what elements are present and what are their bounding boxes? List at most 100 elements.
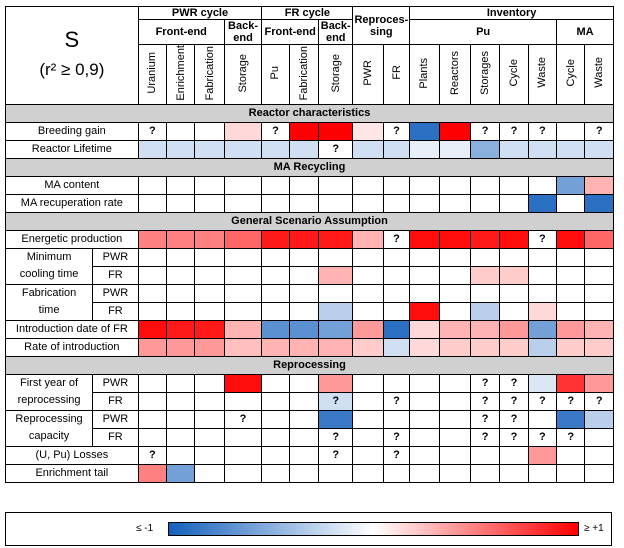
sensitivity-cell xyxy=(469,301,501,321)
subgroup-fr-back-end: Back-end xyxy=(317,19,354,45)
sensitivity-cell xyxy=(527,247,558,267)
sensitivity-cell xyxy=(499,229,529,249)
sensitivity-cell xyxy=(556,247,586,267)
table-title: S xyxy=(64,27,80,53)
sensitivity-cell xyxy=(409,391,440,411)
sensitivity-cell xyxy=(382,463,411,483)
sensitivity-cell: ? xyxy=(137,121,168,141)
sensitivity-cell xyxy=(469,193,501,213)
sensitivity-cell xyxy=(194,463,225,483)
sensitivity-cell xyxy=(409,445,440,465)
sensitivity-cell: ? xyxy=(584,391,614,411)
sensitivity-cell xyxy=(223,121,263,141)
sensitivity-cell xyxy=(469,175,501,195)
sensitivity-cell xyxy=(527,283,558,303)
sensitivity-cell xyxy=(584,301,614,321)
sensitivity-cell xyxy=(499,247,529,267)
sensitivity-cell xyxy=(166,391,196,411)
column-header: Cycle xyxy=(499,44,529,105)
subgroup-front-end: Front-end xyxy=(137,19,225,45)
column-header: Reactors xyxy=(438,44,471,105)
sensitivity-cell: ? xyxy=(382,229,411,249)
sensitivity-cell: ? xyxy=(469,391,501,411)
sensitivity-cell xyxy=(556,463,586,483)
sensitivity-cell xyxy=(137,139,168,159)
row-sublabel-fr: FR xyxy=(92,265,139,285)
sensitivity-cell: ? xyxy=(317,427,354,447)
sensitivity-cell xyxy=(261,175,290,195)
sensitivity-cell xyxy=(166,463,196,483)
sensitivity-cell xyxy=(409,247,440,267)
sensitivity-cell: ? xyxy=(382,121,411,141)
sensitivity-cell xyxy=(288,175,320,195)
sensitivity-cell xyxy=(137,427,168,447)
sensitivity-cell xyxy=(382,301,411,321)
sensitivity-cell xyxy=(527,301,558,321)
sensitivity-cell: ? xyxy=(499,121,529,141)
sensitivity-cell: ? xyxy=(499,391,529,411)
row-label: Reactor Lifetime xyxy=(5,139,139,159)
scale-max-label: ≥ +1 xyxy=(584,523,604,534)
group-pwr-cycle: PWR cycle xyxy=(137,6,263,20)
table-subtitle: (r² ≥ 0,9) xyxy=(39,60,105,80)
sensitivity-cell: ? xyxy=(556,391,586,411)
sensitivity-cell xyxy=(584,247,614,267)
sensitivity-cell xyxy=(317,337,354,357)
sensitivity-cell xyxy=(137,265,168,285)
row-label: Energetic production xyxy=(5,229,139,249)
sensitivity-cell xyxy=(469,229,501,249)
sensitivity-cell xyxy=(223,427,263,447)
sensitivity-cell xyxy=(223,391,263,411)
sensitivity-cell xyxy=(556,265,586,285)
sensitivity-cell xyxy=(352,175,384,195)
column-header: Enrichment xyxy=(166,44,196,105)
sensitivity-cell xyxy=(409,283,440,303)
column-header: Uranium xyxy=(137,44,168,105)
sensitivity-cell xyxy=(469,463,501,483)
sensitivity-cell xyxy=(499,265,529,285)
sensitivity-cell xyxy=(382,373,411,393)
sensitivity-cell xyxy=(527,445,558,465)
sensitivity-cell xyxy=(137,175,168,195)
column-header: Storage xyxy=(317,44,354,105)
sensitivity-cell xyxy=(166,139,196,159)
sensitivity-cell xyxy=(409,319,440,339)
sensitivity-cell xyxy=(438,319,471,339)
sensitivity-cell xyxy=(584,463,614,483)
sensitivity-cell: ? xyxy=(317,391,354,411)
sensitivity-cell xyxy=(382,175,411,195)
sensitivity-cell: ? xyxy=(469,427,501,447)
sensitivity-cell xyxy=(584,265,614,285)
column-header: PWR xyxy=(352,44,384,105)
sensitivity-cell xyxy=(527,409,558,429)
sensitivity-cell xyxy=(194,175,225,195)
sensitivity-cell xyxy=(261,391,290,411)
sensitivity-cell xyxy=(137,409,168,429)
sensitivity-cell xyxy=(584,337,614,357)
row-sublabel-pwr: PWR xyxy=(92,283,139,303)
sensitivity-cell xyxy=(584,175,614,195)
sensitivity-cell: ? xyxy=(584,121,614,141)
sensitivity-cell: ? xyxy=(317,139,354,159)
sensitivity-cell xyxy=(317,463,354,483)
sensitivity-cell xyxy=(261,193,290,213)
sensitivity-cell xyxy=(584,139,614,159)
sensitivity-cell xyxy=(166,283,196,303)
row-label: Breeding gain xyxy=(5,121,139,141)
section-header: General Scenario Assumption xyxy=(5,211,614,231)
sensitivity-cell xyxy=(317,319,354,339)
sensitivity-cell xyxy=(352,283,384,303)
sensitivity-cell xyxy=(288,427,320,447)
sensitivity-cell: ? xyxy=(527,427,558,447)
sensitivity-cell xyxy=(438,391,471,411)
row-label: Rate of introduction xyxy=(5,337,139,357)
row-sublabel-fr: FR xyxy=(92,391,139,411)
sensitivity-cell xyxy=(166,301,196,321)
sensitivity-cell xyxy=(194,193,225,213)
sensitivity-cell: ? xyxy=(527,121,558,141)
sensitivity-cell xyxy=(194,409,225,429)
sensitivity-cell xyxy=(288,193,320,213)
sensitivity-cell xyxy=(584,427,614,447)
sensitivity-cell xyxy=(194,391,225,411)
sensitivity-cell: ? xyxy=(137,445,168,465)
